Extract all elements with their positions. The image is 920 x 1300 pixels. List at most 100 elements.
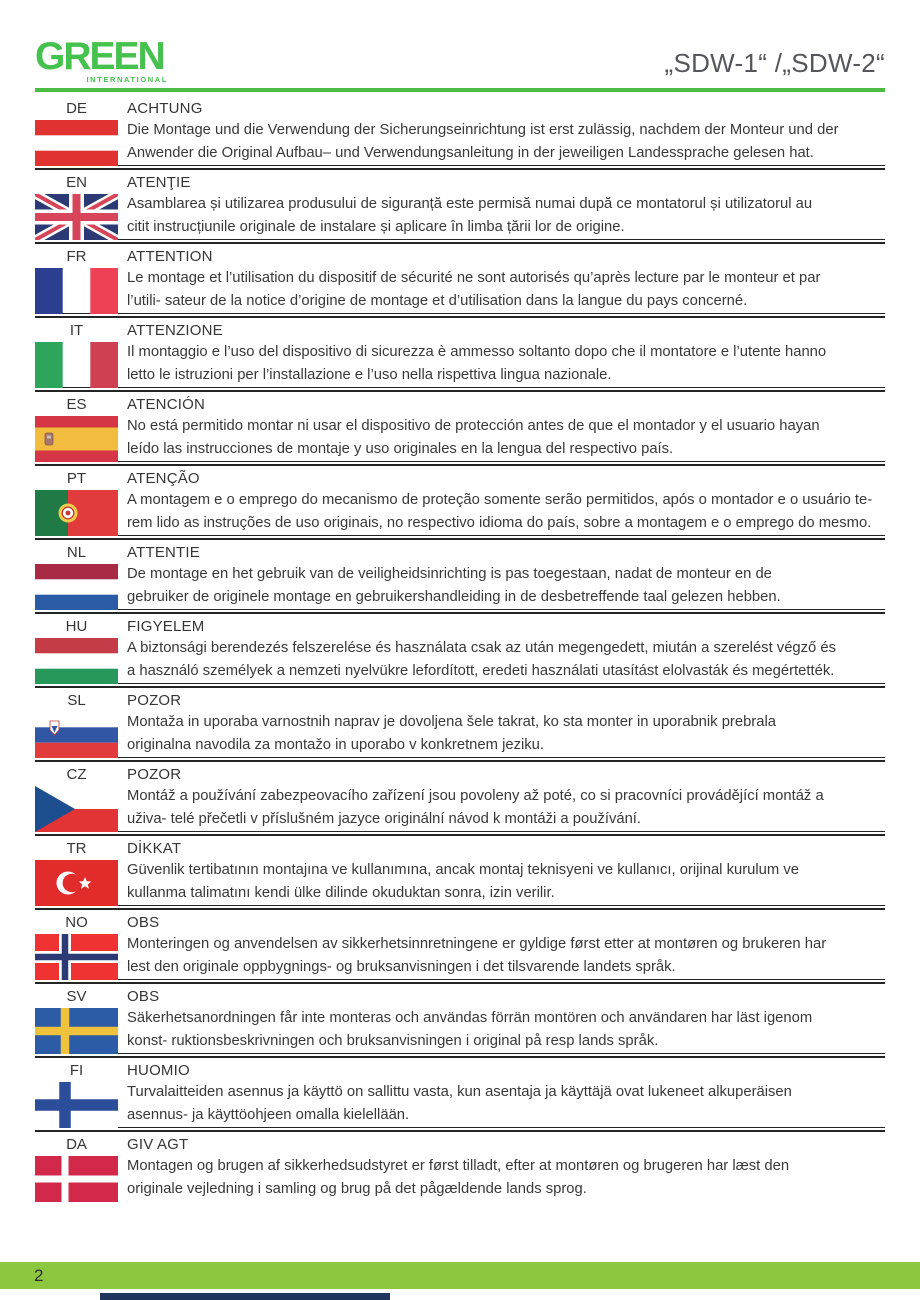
row-separator <box>35 313 885 318</box>
language-row-tr: TR DİKKAT Güvenlik tertibatının montajın… <box>35 836 885 906</box>
language-row-cz: CZ POZOR Montáž a používání zabezpeovací… <box>35 762 885 832</box>
italy-flag-icon <box>35 342 118 388</box>
warning-title: ACHTUNG <box>127 100 203 117</box>
czech-flag-icon <box>35 786 118 832</box>
language-row-it: IT ATTENZIONE Il montaggio e l’uso del d… <box>35 318 885 388</box>
language-code: DE <box>66 100 87 117</box>
warning-title: HUOMIO <box>127 1062 190 1079</box>
warning-text: Il montaggio e l’uso del dispositivo di … <box>127 344 827 383</box>
row-body: Il montaggio e l’uso del dispositivo di … <box>35 342 885 388</box>
language-code: HU <box>65 618 88 635</box>
warning-title: ATTENZIONE <box>127 322 223 339</box>
warning-text: Güvenlik tertibatının montajına ve kulla… <box>127 862 799 901</box>
warning-title: ATENÇÃO <box>127 470 200 487</box>
language-code: TR <box>66 840 87 857</box>
warning-text: Le montage et l’utilisation du dispositi… <box>127 270 821 309</box>
warning-text: A biztonsági berendezés felszerelése és … <box>127 640 837 679</box>
row-head: HU FIGYELEM <box>35 618 885 636</box>
header-rule <box>35 88 885 92</box>
language-row-fi: FI HUOMIO Turvalaitteiden asennus ja käy… <box>35 1058 885 1128</box>
language-code: NO <box>65 914 88 931</box>
france-flag-icon <box>35 268 118 314</box>
warning-title: ATTENTIE <box>127 544 200 561</box>
brand-subtitle: INTERNATIONAL <box>86 75 168 84</box>
row-body: Asamblarea și utilizarea produsului de s… <box>35 194 885 240</box>
row-separator <box>35 239 885 244</box>
row-head: NL ATTENTIE <box>35 544 885 562</box>
warning-title: DİKKAT <box>127 840 182 857</box>
row-body: Monteringen og anvendelsen av sikkerhets… <box>35 934 885 980</box>
language-row-fr: FR ATTENTION Le montage et l’utilisation… <box>35 244 885 314</box>
language-code: NL <box>66 544 87 561</box>
warning-text: Asamblarea și utilizarea produsului de s… <box>127 196 813 235</box>
warning-text: A montagem e o emprego do mecanismo de p… <box>127 492 873 531</box>
spain-flag-icon <box>35 416 118 462</box>
language-row-nl: NL ATTENTIE De montage en het gebruik va… <box>35 540 885 610</box>
row-separator <box>35 461 885 466</box>
warning-text: Monteringen og anvendelsen av sikkerhets… <box>127 936 827 975</box>
warning-title: POZOR <box>127 766 182 783</box>
row-separator <box>35 905 885 910</box>
row-separator <box>35 1053 885 1058</box>
warning-title: GIV AGT <box>127 1136 189 1153</box>
netherlands-flag-icon <box>35 564 118 610</box>
warning-title: ATENCIÓN <box>127 396 205 413</box>
warning-title: OBS <box>127 914 160 931</box>
row-separator <box>35 165 885 170</box>
row-body: Montaža in uporaba varnostnih naprav je … <box>35 712 885 758</box>
row-separator <box>35 683 885 688</box>
row-body: A biztonsági berendezés felszerelése és … <box>35 638 885 684</box>
language-row-pt: PT ATENÇÃO A montagem e o emprego do mec… <box>35 466 885 536</box>
language-code: DA <box>66 1136 87 1153</box>
row-head: SV OBS <box>35 988 885 1006</box>
row-head: EN ATENŢIE <box>35 174 885 192</box>
product-title: „SDW-1“ /„SDW-2“ <box>664 48 885 78</box>
language-code: EN <box>66 174 87 191</box>
row-body: A montagem e o emprego do mecanismo de p… <box>35 490 885 536</box>
warning-text: De montage en het gebruik van de veiligh… <box>127 566 781 605</box>
row-body: De montage en het gebruik van de veiligh… <box>35 564 885 610</box>
row-head: FI HUOMIO <box>35 1062 885 1080</box>
next-page-partial-strip <box>100 1293 390 1300</box>
language-row-sl: SL POZOR Montaža in uporaba varnostnih n… <box>35 688 885 758</box>
warning-title: ATTENTION <box>127 248 213 265</box>
row-body: Montagen og brugen af sikkerhedsudstyret… <box>35 1156 885 1202</box>
language-row-de: DE ACHTUNG Die Montage und die Verwendun… <box>35 96 885 166</box>
language-rows: DE ACHTUNG Die Montage und die Verwendun… <box>35 96 885 1202</box>
row-head: NO OBS <box>35 914 885 932</box>
warning-text: Turvalaitteiden asennus ja käyttö on sal… <box>127 1084 792 1123</box>
language-code: IT <box>69 322 84 339</box>
row-body: Montáž a používání zabezpeovacího zaříze… <box>35 786 885 832</box>
sweden-flag-icon <box>35 1008 118 1054</box>
row-head: IT ATTENZIONE <box>35 322 885 340</box>
warning-text: Montagen og brugen af sikkerhedsudstyret… <box>127 1158 790 1197</box>
row-body: Le montage et l’utilisation du dispositi… <box>35 268 885 314</box>
language-row-en: EN ATENŢIE Asamblarea și utilizarea prod… <box>35 170 885 240</box>
warning-text: Montáž a používání zabezpeovacího zaříze… <box>127 788 824 827</box>
page-number: 2 <box>34 1266 44 1285</box>
row-separator <box>35 757 885 762</box>
row-head: SL POZOR <box>35 692 885 710</box>
warning-text: No está permitido montar ni usar el disp… <box>127 418 820 457</box>
language-code: PT <box>66 470 87 487</box>
norway-flag-icon <box>35 934 118 980</box>
warning-title: POZOR <box>127 692 182 709</box>
row-head: FR ATTENTION <box>35 248 885 266</box>
language-code: FR <box>66 248 87 265</box>
warning-title: ATENŢIE <box>127 174 191 191</box>
language-code: ES <box>66 396 87 413</box>
row-body: Turvalaitteiden asennus ja käyttö on sal… <box>35 1082 885 1128</box>
brand-name: GREEN <box>35 35 166 78</box>
language-row-no: NO OBS Monteringen og anvendelsen av sik… <box>35 910 885 980</box>
row-separator <box>35 979 885 984</box>
warning-title: OBS <box>127 988 160 1005</box>
row-head: CZ POZOR <box>35 766 885 784</box>
language-row-sv: SV OBS Säkerhetsanordningen får inte mon… <box>35 984 885 1054</box>
language-row-es: ES ATENCIÓN No está permitido montar ni … <box>35 392 885 462</box>
row-body: Die Montage und die Verwendung der Siche… <box>35 120 885 166</box>
finland-flag-icon <box>35 1082 118 1128</box>
row-separator <box>35 609 885 614</box>
row-head: DE ACHTUNG <box>35 100 885 118</box>
warning-text: Montaža in uporaba varnostnih naprav je … <box>127 714 776 753</box>
de-flag-icon <box>35 120 118 166</box>
